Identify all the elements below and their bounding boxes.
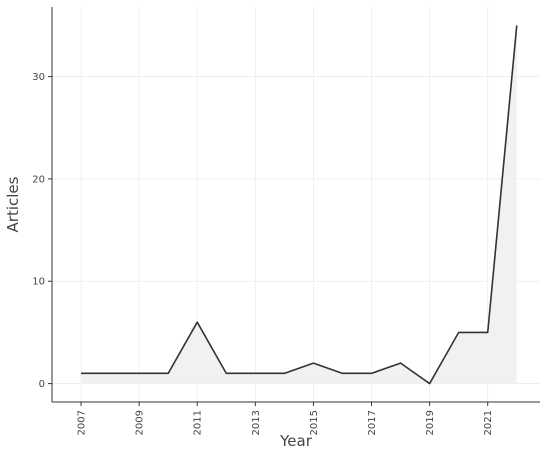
y-tick-label-0: 0 [39,379,45,390]
y-axis-ticks: 0 10 20 30 [32,72,52,390]
x-tick-label-2009: 2009 [135,410,146,435]
x-tick-label-2013: 2013 [251,410,262,435]
x-axis-title: Year [279,432,313,450]
y-tick-label-10: 10 [32,277,45,288]
y-tick-label-30: 30 [32,72,45,83]
x-tick-label-2015: 2015 [309,410,320,435]
series-area [81,25,517,384]
series-line [81,25,518,385]
y-tick-label-20: 20 [32,174,45,185]
x-tick-label-2011: 2011 [193,410,204,435]
axes [51,7,540,403]
x-axis-ticks: 2007 2009 2011 2013 2015 2017 2019 2021 [77,402,494,435]
y-axis-title: Articles [4,176,22,232]
x-tick-label-2021: 2021 [483,410,494,435]
x-tick-label-2017: 2017 [367,410,378,435]
x-tick-label-2019: 2019 [425,410,436,435]
x-tick-label-2007: 2007 [77,410,88,435]
